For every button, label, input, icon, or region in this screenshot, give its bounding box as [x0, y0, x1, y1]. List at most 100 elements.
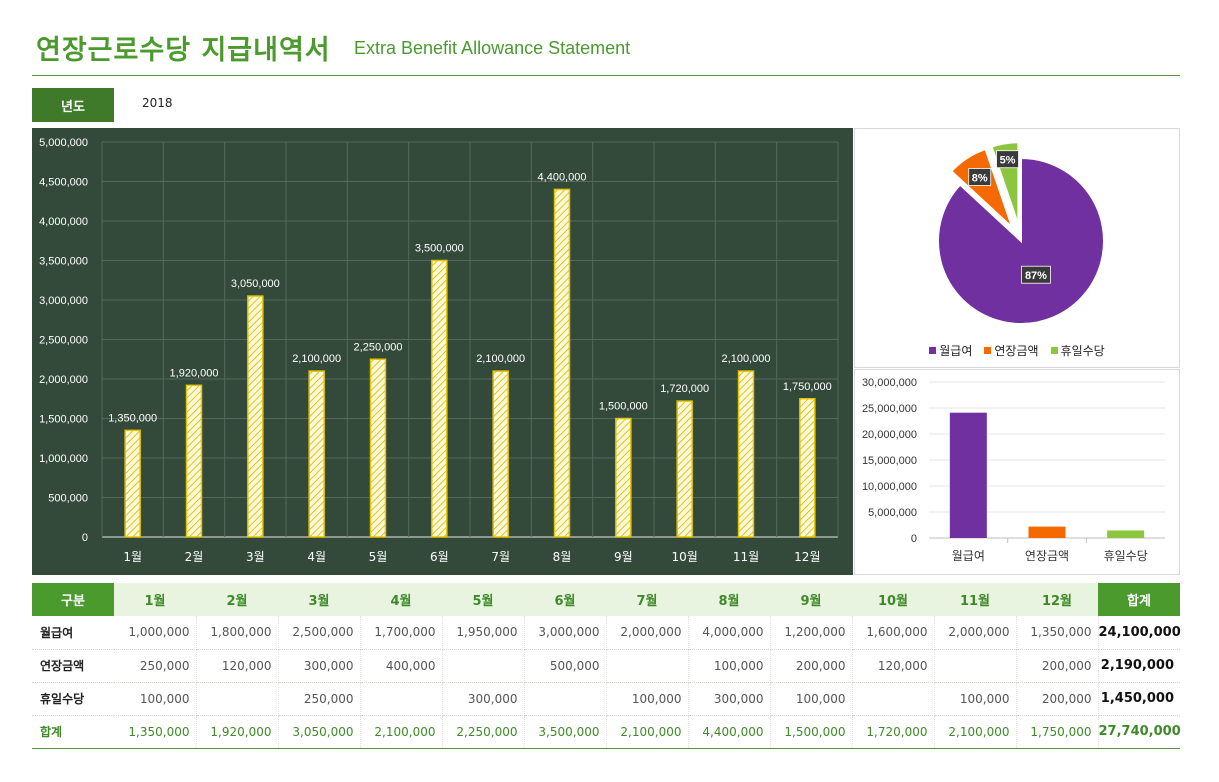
table-cell[interactable]	[524, 682, 607, 716]
bar-y-tick-label: 500,000	[48, 493, 88, 505]
table-cell[interactable]: 3,050,000	[278, 715, 361, 749]
bar-7[interactable]	[492, 370, 509, 538]
table-cell[interactable]: 1,700,000	[360, 616, 443, 650]
table-cell[interactable]: 2,100,000	[360, 715, 443, 749]
total-header: 합계	[1098, 583, 1180, 616]
share-pie-chart[interactable]: 87% 8% 5% 월급여 연장금액 휴일수당	[854, 128, 1180, 368]
table-cell[interactable]: 500,000	[524, 649, 607, 683]
table-cell[interactable]: 100,000	[114, 682, 197, 716]
monthly-bar-chart[interactable]: 0 500,000 1,000,000 1,500,000 2,000,000 2,500…	[32, 128, 853, 575]
bar-x-tick-label: 9월	[614, 550, 633, 564]
table-cell[interactable]: 200,000	[1016, 682, 1099, 716]
table-row: 합계 1,350,000 1,920,000 3,050,000 2,100,000 2,…	[32, 715, 1181, 749]
page-title: 연장근로수당 지급내역서	[36, 35, 331, 66]
table-cell[interactable]: 100,000	[770, 682, 853, 716]
table-cell[interactable]: 250,000	[114, 649, 197, 683]
col-y-tick-label: 10,000,000	[862, 481, 917, 493]
table-cell[interactable]: 3,500,000	[524, 715, 607, 749]
table-cell[interactable]: 1,720,000	[852, 715, 935, 749]
pie-slice-2[interactable]	[949, 147, 1014, 229]
table-cell[interactable]: 1,950,000	[442, 616, 525, 650]
table-cell[interactable]: 1,350,000	[114, 715, 197, 749]
bar-12[interactable]	[799, 398, 816, 538]
legend-swatch	[929, 347, 937, 354]
legend-label: 월급여	[939, 344, 973, 358]
table-corner-header: 구분	[32, 583, 114, 616]
table-cell[interactable]: 1,000,000	[114, 616, 197, 650]
bar-5[interactable]	[369, 358, 387, 538]
table-cell[interactable]: 1,350,000	[1016, 616, 1099, 650]
table-cell[interactable]: 200,000	[770, 649, 853, 683]
col-bar-1[interactable]	[949, 412, 987, 538]
bar-data-label: 1,720,000	[660, 383, 709, 395]
table-cell[interactable]: 2,250,000	[442, 715, 525, 749]
bar-3[interactable]	[247, 295, 264, 538]
allowance-table: 구분 1월 2월 3월 4월 5월 6월 7월 8월 9월 10월 11월 12월 합계 월급여 1,00…	[32, 583, 1181, 749]
bar-y-tick-label: 1,500,000	[39, 414, 88, 426]
table-cell[interactable]: 100,000	[934, 682, 1017, 716]
table-cell[interactable]	[196, 682, 279, 716]
table-cell[interactable]: 100,000	[606, 682, 689, 716]
table-cell[interactable]: 400,000	[360, 649, 443, 683]
table-cell[interactable]: 300,000	[442, 682, 525, 716]
col-x-tick-label: 연장금액	[1025, 549, 1069, 563]
category-column-chart-svg: 0 5,000,000 10,000,000 15,000,000 20,000,000…	[862, 377, 1165, 563]
table-cell[interactable]: 120,000	[852, 649, 935, 683]
table-cell[interactable]: 1,200,000	[770, 616, 853, 650]
month-header: 6월	[524, 583, 606, 616]
table-cell[interactable]: 4,400,000	[688, 715, 771, 749]
bar-1[interactable]	[124, 429, 141, 538]
bar-9[interactable]	[615, 417, 632, 538]
col-x-tick-label: 월급여	[952, 549, 985, 563]
bar-11[interactable]	[737, 370, 755, 538]
month-header: 1월	[114, 583, 196, 616]
page-subtitle: Extra Benefit Allowance Statement	[354, 38, 631, 58]
table-cell[interactable]: 2,500,000	[278, 616, 361, 650]
col-y-tick-label: 5,000,000	[868, 507, 917, 519]
year-value[interactable]: 2018	[142, 96, 173, 110]
table-cell[interactable]: 3,000,000	[524, 616, 607, 650]
table-cell[interactable]	[934, 649, 1017, 683]
table-cell[interactable]: 1,600,000	[852, 616, 935, 650]
pie-label-box	[996, 150, 1019, 169]
table-cell[interactable]: 1,920,000	[196, 715, 279, 749]
col-bar-2[interactable]	[1028, 526, 1066, 538]
bar-x-tick-label: 7월	[491, 550, 510, 564]
table-cell[interactable]: 250,000	[278, 682, 361, 716]
table-cell[interactable]	[360, 682, 443, 716]
table-cell[interactable]: 2,100,000	[934, 715, 1017, 749]
bar-2[interactable]	[185, 384, 203, 538]
table-cell[interactable]: 2,100,000	[606, 715, 689, 749]
table-cell[interactable]: 2,000,000	[606, 616, 689, 650]
bar-4[interactable]	[308, 370, 325, 538]
table-cell[interactable]: 120,000	[196, 649, 279, 683]
bar-data-label: 1,920,000	[170, 367, 219, 379]
table-cell[interactable]: 2,000,000	[934, 616, 1017, 650]
bar-10[interactable]	[676, 400, 693, 538]
table-cell[interactable]: 4,000,000	[688, 616, 771, 650]
bar-6[interactable]	[431, 259, 448, 538]
table-cell[interactable]	[442, 649, 525, 683]
legend-swatch	[984, 347, 992, 354]
table-cell[interactable]: 1,800,000	[196, 616, 279, 650]
table-cell[interactable]	[852, 682, 935, 716]
table-cell[interactable]: 1,750,000	[1016, 715, 1099, 749]
bar-data-label: 1,350,000	[108, 412, 157, 424]
table-cell[interactable]	[606, 649, 689, 683]
month-header: 4월	[360, 583, 442, 616]
col-bar-3[interactable]	[1107, 530, 1145, 538]
table-cell[interactable]: 300,000	[278, 649, 361, 683]
bar-8[interactable]	[553, 188, 571, 538]
table-cell[interactable]: 1,500,000	[770, 715, 853, 749]
bar-data-label: 2,100,000	[722, 353, 771, 365]
table-cell[interactable]: 200,000	[1016, 649, 1099, 683]
row-total: 27,740,000	[1098, 715, 1181, 749]
pie-slice-1[interactable]	[937, 156, 1105, 325]
category-column-chart[interactable]: 0 5,000,000 10,000,000 15,000,000 20,000,000…	[854, 369, 1180, 575]
bar-data-label: 1,750,000	[783, 381, 832, 393]
pie-legend-item: 월급여	[929, 342, 972, 359]
table-cell[interactable]: 100,000	[688, 649, 771, 683]
col-y-tick-label: 25,000,000	[862, 403, 917, 415]
bar-y-tick-label: 2,000,000	[39, 374, 88, 386]
table-cell[interactable]: 300,000	[688, 682, 771, 716]
